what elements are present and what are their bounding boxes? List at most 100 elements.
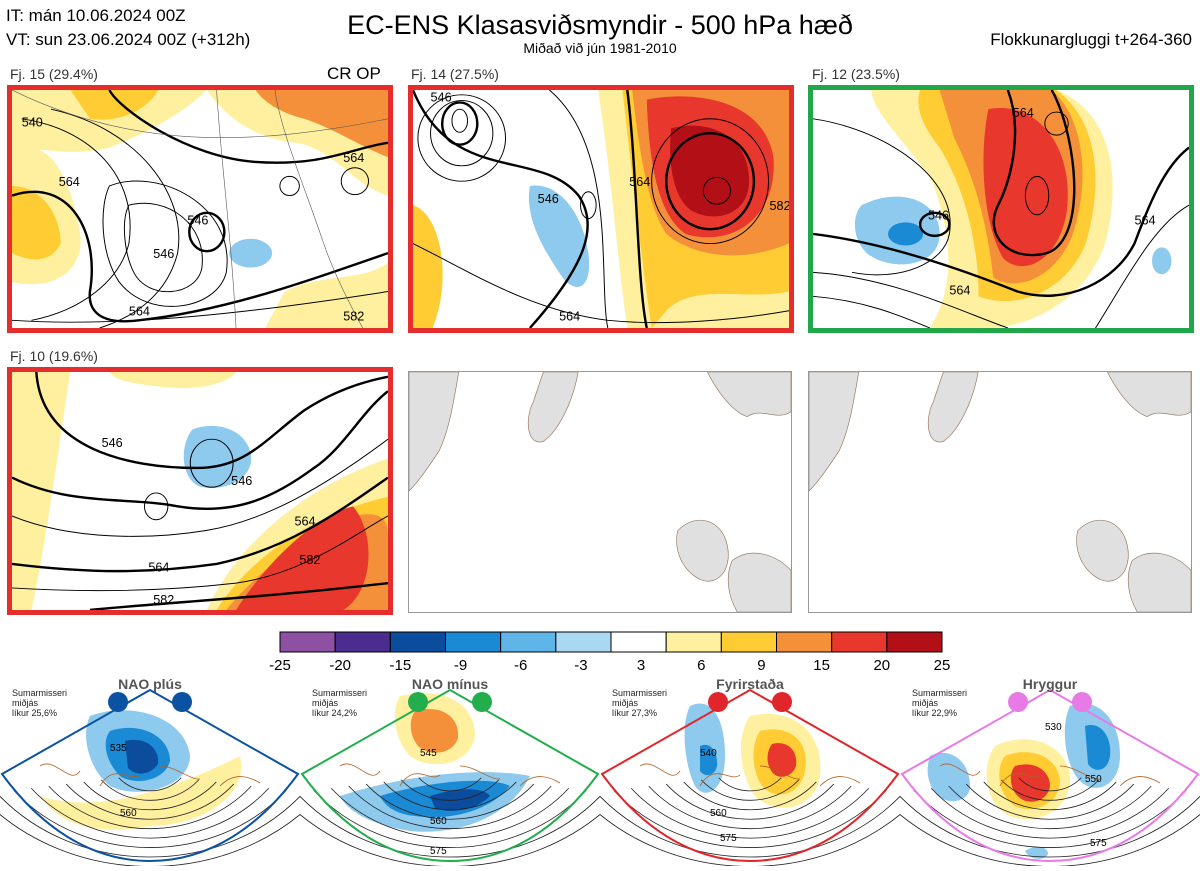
regime-cluster: 535 560 NAO plús Sumarmisseri miðjás líkur … <box>0 676 300 866</box>
contour-line <box>1095 204 1189 328</box>
coastline <box>1119 776 1161 787</box>
contour-label: 564 <box>1134 213 1155 227</box>
contour-line <box>21 118 131 321</box>
contour-label: 564 <box>1013 106 1034 120</box>
contour-line <box>30 787 270 839</box>
panel-label-1: Fj. 15 (29.4%) <box>10 66 98 82</box>
contour-line <box>983 781 1117 811</box>
contour-line <box>102 180 228 307</box>
contour-label: 564 <box>294 515 315 529</box>
contour-label: 546 <box>231 474 252 488</box>
contour-label: 546 <box>153 247 174 261</box>
coastline <box>39 763 81 776</box>
contour-line <box>418 777 482 792</box>
anomaly-area <box>1085 725 1111 770</box>
contour-line <box>12 438 388 537</box>
contour-line <box>13 790 287 848</box>
contour-line <box>48 785 252 830</box>
anomaly-area <box>430 789 490 811</box>
colorbar-swatch <box>500 631 557 653</box>
contour-line <box>430 100 494 167</box>
land-area <box>1107 372 1191 417</box>
cluster-map-2-svg: 546 546 564 564 582 <box>413 90 789 328</box>
contour-line <box>948 785 1152 830</box>
contour-line <box>700 779 800 801</box>
contour-label: 550 <box>1085 774 1102 785</box>
contour-label: 530 <box>1045 722 1062 733</box>
anomaly-area <box>12 372 71 610</box>
coastline <box>339 763 381 776</box>
contour-line <box>600 813 900 866</box>
anomaly-area <box>125 739 159 774</box>
regime-note: Sumarmisseri miðjás líkur 24,2% <box>312 688 368 718</box>
coastline <box>939 763 981 776</box>
contour-line <box>143 492 169 521</box>
contour-label: 564 <box>949 283 970 297</box>
empty-map-5-svg <box>409 372 791 612</box>
colorbar-ticks: -25 -20 -15 -9 -6 -3 3 6 9 15 20 25 <box>269 657 950 674</box>
contour-label: 582 <box>343 309 364 323</box>
contour-line <box>1000 779 1100 801</box>
contour-line <box>300 795 600 858</box>
contour-line <box>665 783 835 820</box>
panel-extra-label: CR OP <box>327 64 381 83</box>
colorbar-tick-label: 20 <box>873 657 890 674</box>
contour-line <box>279 175 300 197</box>
contour-line <box>124 202 203 293</box>
coastline <box>99 773 141 787</box>
coastline <box>759 765 801 780</box>
contour-line <box>83 781 217 811</box>
contour-line <box>918 211 951 238</box>
contour-line <box>930 787 1170 839</box>
regime-map-border <box>0 688 300 863</box>
contour-line <box>0 795 300 858</box>
regime-map: 540 560 575 <box>600 688 900 866</box>
panel-label-4: Fj. 10 (19.6%) <box>10 348 98 364</box>
anomaly-area <box>12 185 61 260</box>
contour-line <box>900 795 1200 858</box>
contour-label: 540 <box>22 116 43 130</box>
contour-line <box>992 90 1076 257</box>
contour-line <box>702 176 732 205</box>
contour-line <box>400 779 500 801</box>
classification-window: Flokkunargluggi t+264-360 <box>990 30 1192 49</box>
colorbar-tick-label: 15 <box>813 657 830 674</box>
contour-label: 564 <box>129 305 150 319</box>
regime-note: Sumarmisseri miðjás líkur 25,6% <box>12 688 68 718</box>
contour-line <box>65 783 235 820</box>
anomaly-area <box>255 90 388 158</box>
coastline <box>159 765 201 780</box>
contour-label: 582 <box>299 553 320 567</box>
land-area <box>727 552 791 612</box>
meridian-line <box>274 90 363 328</box>
land-area <box>927 372 979 443</box>
colorbar-swatch <box>886 631 943 653</box>
land-area <box>409 372 460 492</box>
regime-note: Sumarmisseri miðjás líkur 22,9% <box>912 688 968 718</box>
contour-line <box>413 243 789 324</box>
empty-map-5 <box>408 371 792 613</box>
contour-line <box>813 146 1189 297</box>
coastline <box>219 776 261 787</box>
colorbar-tick-label: -3 <box>574 657 587 674</box>
contour-label: 535 <box>110 743 127 754</box>
contour-label: 582 <box>153 593 174 607</box>
contour-line <box>1044 111 1069 136</box>
contour-line <box>965 783 1135 820</box>
colorbar-tick-label: 3 <box>637 657 645 674</box>
coastline <box>639 763 681 776</box>
anomaly-area <box>12 90 207 152</box>
anomaly-area <box>229 238 273 268</box>
regime-marker <box>708 692 728 712</box>
contour-label: 575 <box>430 846 447 857</box>
regime-map-border <box>900 688 1200 863</box>
anomaly-area <box>265 262 388 328</box>
contour-line <box>1018 777 1082 792</box>
panel-label-2: Fj. 14 (27.5%) <box>411 66 499 82</box>
contour-line <box>12 390 388 511</box>
anomaly-area <box>700 744 718 776</box>
anomaly-area <box>528 185 590 288</box>
contour-label: 564 <box>148 561 169 575</box>
colorbar-tick-label: -9 <box>454 657 467 674</box>
initial-time: IT: mán 10.06.2024 00Z <box>6 6 186 25</box>
